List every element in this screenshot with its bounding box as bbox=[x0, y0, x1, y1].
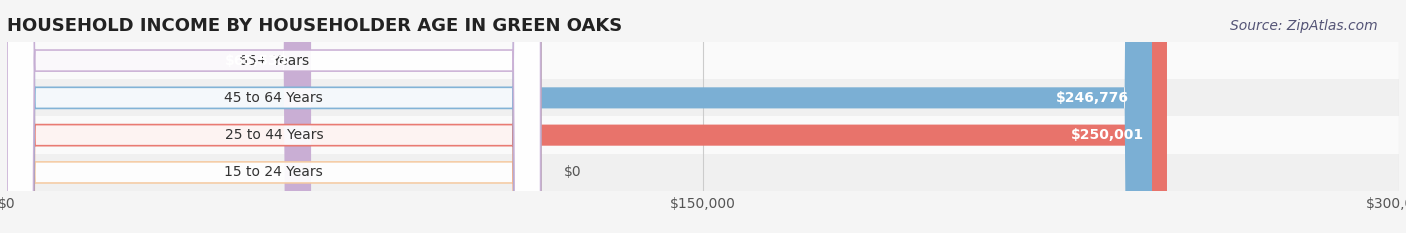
Text: $0: $0 bbox=[564, 165, 582, 179]
Text: 15 to 24 Years: 15 to 24 Years bbox=[225, 165, 323, 179]
Bar bbox=[7, 79, 1399, 116]
Bar bbox=[7, 42, 1399, 79]
Text: $246,776: $246,776 bbox=[1056, 91, 1129, 105]
Text: Source: ZipAtlas.com: Source: ZipAtlas.com bbox=[1230, 19, 1378, 33]
Text: HOUSEHOLD INCOME BY HOUSEHOLDER AGE IN GREEN OAKS: HOUSEHOLD INCOME BY HOUSEHOLDER AGE IN G… bbox=[7, 17, 623, 35]
Text: $250,001: $250,001 bbox=[1070, 128, 1144, 142]
FancyBboxPatch shape bbox=[7, 0, 541, 233]
FancyBboxPatch shape bbox=[7, 0, 541, 233]
FancyBboxPatch shape bbox=[7, 0, 541, 233]
Text: $65,533: $65,533 bbox=[225, 54, 288, 68]
FancyBboxPatch shape bbox=[7, 0, 1167, 233]
Bar bbox=[7, 154, 1399, 191]
Bar bbox=[7, 116, 1399, 154]
FancyBboxPatch shape bbox=[7, 0, 311, 233]
Text: 25 to 44 Years: 25 to 44 Years bbox=[225, 128, 323, 142]
FancyBboxPatch shape bbox=[7, 0, 541, 233]
Text: 45 to 64 Years: 45 to 64 Years bbox=[225, 91, 323, 105]
FancyBboxPatch shape bbox=[7, 0, 1152, 233]
Text: 65+ Years: 65+ Years bbox=[239, 54, 309, 68]
